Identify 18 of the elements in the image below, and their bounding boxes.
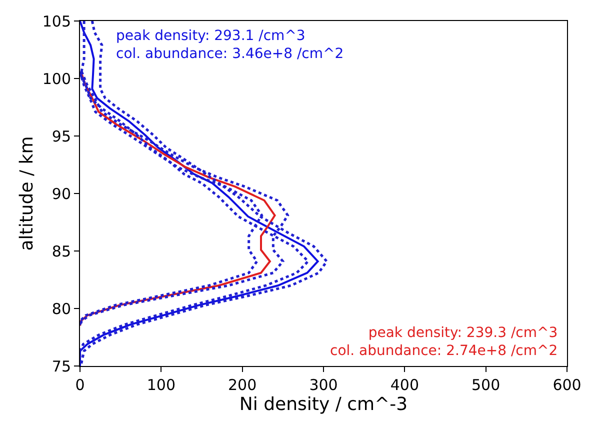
- y-tick-label: 75: [52, 357, 71, 376]
- x-tick-label: 100: [146, 376, 176, 394]
- y-axis-title: altitude / km: [16, 136, 38, 251]
- y-tick-label: 80: [52, 300, 71, 318]
- annotation: peak density: 293.1 /cm^3 col. abundance: 3.46e+8 /cm^2: [116, 28, 344, 62]
- x-tick-label: 300: [309, 376, 338, 394]
- y-tick-label: 85: [52, 242, 71, 260]
- x-tick-label: 400: [390, 376, 419, 394]
- y-tick-label: 95: [52, 127, 71, 146]
- x-tick-label: 600: [552, 376, 582, 394]
- x-tick-label: 200: [228, 376, 257, 394]
- y-tick-label: 90: [52, 184, 71, 203]
- annotation: peak density: 239.3 /cm^3 col. abundance: 2.74e+8 /cm^2: [330, 325, 558, 360]
- y-tick-label: 105: [42, 12, 71, 30]
- x-tick-label: 0: [75, 376, 85, 394]
- x-axis-title: Ni density / cm^-3: [239, 394, 408, 415]
- y-tick-label: 100: [42, 70, 71, 88]
- x-tick-label: 500: [472, 376, 500, 394]
